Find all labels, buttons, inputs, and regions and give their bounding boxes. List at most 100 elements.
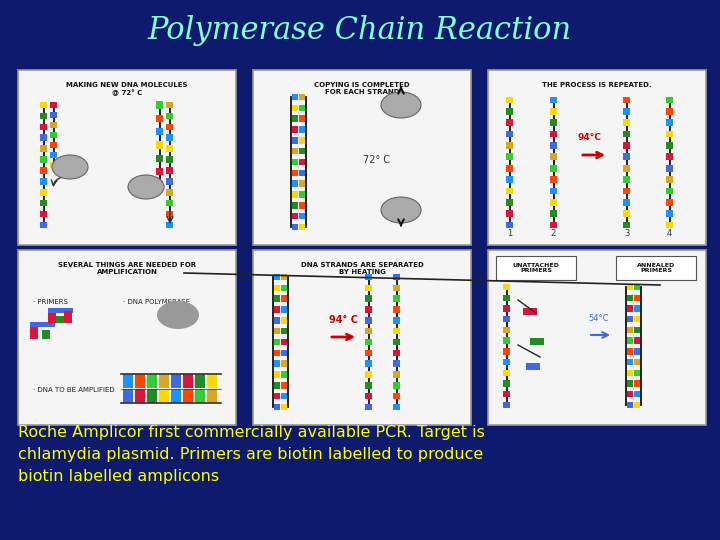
Bar [50, 102, 57, 108]
Bar [365, 328, 372, 334]
Bar [299, 116, 305, 122]
Bar [253, 250, 471, 425]
Bar [503, 284, 510, 290]
Bar [281, 393, 287, 400]
Bar [634, 316, 640, 322]
Bar [503, 348, 510, 355]
Bar [281, 328, 287, 334]
Bar [393, 317, 400, 323]
Text: Roche Amplicor first commercially available PCR. Target is: Roche Amplicor first commercially availa… [18, 426, 485, 441]
Bar [393, 349, 400, 356]
Bar [623, 119, 630, 126]
Bar [393, 274, 400, 280]
Bar [623, 199, 630, 206]
Bar [634, 294, 640, 301]
Bar [503, 391, 510, 397]
Bar [393, 328, 400, 334]
Bar [274, 317, 280, 323]
Text: 94° C: 94° C [329, 315, 358, 325]
Bar [50, 122, 57, 128]
Bar [365, 372, 372, 378]
Bar [365, 360, 372, 367]
Bar [623, 165, 630, 172]
Bar [166, 102, 173, 108]
Bar [156, 141, 163, 149]
Text: UNATTACHED
PRIMERS: UNATTACHED PRIMERS [513, 262, 559, 273]
Text: chlamydia plasmid. Primers are biotin labelled to produce: chlamydia plasmid. Primers are biotin la… [18, 448, 483, 462]
Bar [503, 294, 510, 301]
Text: 2: 2 [551, 230, 556, 239]
Bar [503, 338, 510, 344]
Bar [274, 328, 280, 334]
Bar [506, 119, 513, 126]
Bar [274, 393, 280, 400]
Bar [274, 285, 280, 291]
Bar [292, 105, 298, 111]
Bar [550, 187, 557, 194]
Bar [156, 154, 163, 162]
Bar [292, 180, 298, 187]
Bar [550, 165, 557, 172]
Bar [166, 167, 173, 174]
Bar [281, 339, 287, 345]
Bar [666, 199, 673, 206]
Text: MAKING NEW DNA MOLECULES
@ 72° C: MAKING NEW DNA MOLECULES @ 72° C [66, 82, 188, 96]
Bar [166, 156, 173, 163]
Text: 72° C: 72° C [363, 155, 390, 165]
Bar [365, 382, 372, 389]
Bar [207, 374, 217, 388]
Bar [666, 142, 673, 149]
Bar [365, 285, 372, 291]
Text: 54°C: 54°C [588, 314, 608, 323]
Bar [627, 391, 633, 397]
Bar [506, 187, 513, 194]
Bar [666, 165, 673, 172]
Bar [550, 142, 557, 149]
Bar [503, 316, 510, 322]
Bar [666, 108, 673, 114]
Bar [666, 210, 673, 217]
Bar [156, 181, 163, 188]
Bar [281, 295, 287, 302]
Bar [299, 202, 305, 208]
Bar [292, 224, 298, 230]
Bar [393, 372, 400, 378]
Text: DNA STRANDS ARE SEPARATED
BY HEATING: DNA STRANDS ARE SEPARATED BY HEATING [301, 262, 423, 275]
Ellipse shape [157, 301, 199, 329]
Bar [40, 134, 47, 141]
Bar [207, 389, 217, 403]
Bar [393, 285, 400, 291]
Bar [42, 330, 50, 339]
Bar [292, 126, 298, 133]
Bar [627, 305, 633, 312]
Bar [634, 338, 640, 344]
Bar [274, 349, 280, 356]
Bar [506, 221, 513, 228]
Bar [171, 389, 181, 403]
Bar [292, 116, 298, 122]
Bar [634, 402, 640, 408]
Bar [623, 210, 630, 217]
Bar [281, 306, 287, 313]
Bar [666, 119, 673, 126]
Bar [550, 210, 557, 217]
Bar [166, 189, 173, 195]
Bar [64, 311, 72, 323]
Bar [550, 119, 557, 126]
Text: 4: 4 [667, 230, 672, 239]
Bar [393, 404, 400, 410]
Text: ANNEALED
PRIMERS: ANNEALED PRIMERS [637, 262, 675, 273]
Bar [627, 294, 633, 301]
Bar [506, 153, 513, 160]
Text: THE PROCESS IS REPEATED.: THE PROCESS IS REPEATED. [542, 82, 652, 88]
Bar [634, 284, 640, 290]
Bar [627, 402, 633, 408]
Text: 94°C: 94°C [578, 133, 602, 142]
Bar [299, 191, 305, 198]
Bar [166, 113, 173, 119]
Bar [299, 159, 305, 165]
Bar [506, 165, 513, 172]
Bar [166, 222, 173, 228]
Bar [274, 404, 280, 410]
Bar [627, 359, 633, 365]
